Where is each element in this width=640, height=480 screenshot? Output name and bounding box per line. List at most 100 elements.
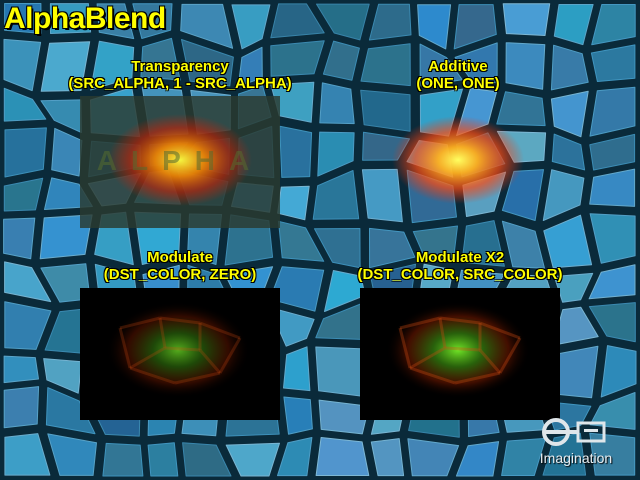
caption-modulate-x2: Modulate X2 (DST_COLOR, SRC_COLOR) <box>300 249 620 283</box>
caption-transparency: Transparency (SRC_ALPHA, 1 - SRC_ALPHA) <box>20 58 340 92</box>
glass-cell <box>505 42 546 90</box>
glass-cell <box>550 44 589 91</box>
glass-cell <box>588 264 636 300</box>
glass-edge <box>158 317 167 349</box>
glass-cell <box>496 91 546 127</box>
glass-cell <box>180 3 234 49</box>
glass-cell <box>589 213 636 264</box>
glass-cell <box>102 442 144 477</box>
glow <box>106 302 250 398</box>
glass-cell <box>360 43 411 87</box>
glass-cell <box>49 3 92 34</box>
caption-name: Modulate <box>147 249 213 266</box>
glow <box>386 302 530 398</box>
glass-edge <box>409 366 456 385</box>
glass-edge <box>399 316 441 330</box>
glass-cell <box>543 214 593 269</box>
glass-cell <box>40 41 91 92</box>
glass-cell <box>39 214 93 260</box>
glass-cell <box>3 87 47 122</box>
glass-edge <box>164 346 201 352</box>
glass-cell <box>3 355 39 384</box>
glass-cell <box>147 442 179 477</box>
glass-cell <box>3 38 42 92</box>
glass-cell <box>182 442 232 477</box>
caption-mode: (SRC_ALPHA, 1 - SRC_ALPHA) <box>68 75 292 92</box>
glass-cell <box>591 4 636 46</box>
glass-cell <box>542 169 585 221</box>
glass-cell <box>3 386 40 429</box>
glass-cell <box>589 133 636 171</box>
glass-cell <box>319 82 355 125</box>
glass-cell <box>550 90 589 138</box>
glass-edge <box>174 371 221 385</box>
glass-edge <box>438 317 447 349</box>
glass-edge <box>398 327 412 369</box>
glass-cell <box>43 358 83 394</box>
glass-cell <box>590 44 636 82</box>
glass-edge <box>444 346 481 352</box>
glass-cell <box>4 127 47 178</box>
caption-mode: (DST_COLOR, ZERO) <box>103 266 257 283</box>
glass-cell <box>4 433 51 476</box>
glass-cell <box>370 438 405 477</box>
glass-cell <box>501 220 545 269</box>
glass-cell <box>551 133 586 171</box>
caption-additive: Additive (ONE, ONE) <box>298 58 618 92</box>
logo-text: Imagination <box>539 450 613 466</box>
glass-cell <box>237 46 263 87</box>
glass-cell <box>369 227 416 269</box>
glass-cell <box>315 437 370 476</box>
glass-cell <box>90 40 135 91</box>
glass-cell <box>461 220 505 267</box>
glass-cell <box>589 86 636 137</box>
glass-cell <box>588 302 636 343</box>
glass-edge <box>498 337 522 374</box>
caption-name: Transparency <box>131 58 229 75</box>
glass-cell <box>553 4 594 46</box>
glass-cell <box>270 40 325 77</box>
glass-cell <box>225 442 280 477</box>
glass-cell <box>277 437 313 477</box>
glass-cell <box>316 3 370 41</box>
glass-cell <box>279 125 313 178</box>
glass-edge <box>119 316 161 330</box>
glass-cell <box>454 42 498 84</box>
glass-cell <box>277 185 310 221</box>
glass-edge <box>129 366 176 385</box>
glass-cell <box>589 168 636 207</box>
glass-edge <box>129 346 166 370</box>
panel-modulate-x2 <box>360 288 560 420</box>
panel-transparency: ALPHA <box>80 96 280 228</box>
glass-cell <box>502 3 551 36</box>
glass-cell <box>314 228 361 269</box>
glass-cell <box>140 37 181 81</box>
caption-name: Modulate X2 <box>415 249 505 266</box>
caption-mode: (DST_COLOR, SRC_COLOR) <box>357 266 563 283</box>
glass-edge <box>478 349 502 374</box>
imagination-logo-icon <box>542 418 606 446</box>
glass-edge <box>199 321 241 340</box>
glass-cell <box>455 441 500 477</box>
glass-cell <box>47 433 97 476</box>
glass-cell <box>419 43 463 87</box>
glass-cell <box>4 261 52 303</box>
glass-cell <box>51 127 83 177</box>
caption-mode: (ONE, ONE) <box>416 75 500 92</box>
glass-cell <box>589 432 636 476</box>
glass-cell <box>361 168 403 223</box>
glass-cell <box>322 40 360 81</box>
glass-cell <box>181 39 234 87</box>
caption-modulate: Modulate (DST_COLOR, ZERO) <box>20 249 340 283</box>
glass-cell <box>45 387 96 435</box>
glass-cell <box>278 220 325 262</box>
glass-cell <box>312 170 360 220</box>
glass-edge <box>198 349 222 374</box>
glass-cell <box>4 3 42 34</box>
glass-cell <box>368 3 412 41</box>
glass-cell <box>231 4 271 50</box>
glass-edge <box>409 346 446 370</box>
glass-cell <box>589 392 636 430</box>
glass-cell <box>132 3 173 39</box>
